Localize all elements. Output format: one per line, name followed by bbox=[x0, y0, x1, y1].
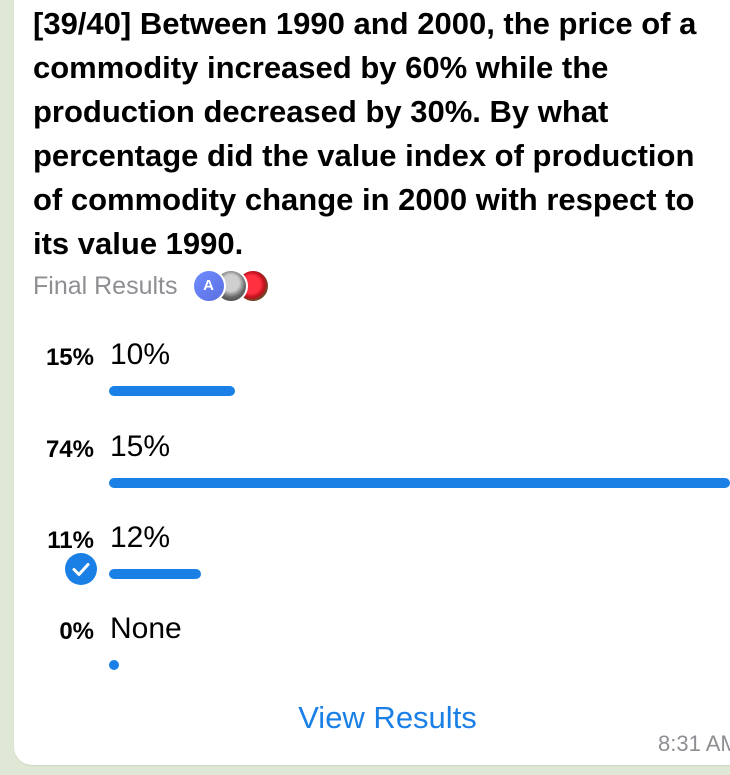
option-label: 12% bbox=[110, 521, 171, 554]
option-percent: 15% bbox=[45, 344, 94, 371]
poll-status-label: Final Results bbox=[33, 271, 178, 300]
option-result-bar bbox=[109, 478, 730, 488]
voter-avatar: A bbox=[191, 269, 226, 303]
option-result-bar bbox=[109, 386, 235, 396]
option-label: 15% bbox=[110, 430, 171, 463]
view-results-button[interactable]: View Results bbox=[0, 700, 730, 736]
option-result-bar bbox=[109, 660, 119, 670]
option-result-bar bbox=[109, 569, 201, 579]
option-label: None bbox=[110, 612, 182, 645]
option-percent: 0% bbox=[59, 618, 94, 645]
voter-avatars[interactable]: A bbox=[191, 269, 288, 303]
message-timestamp: 8:31 AM bbox=[658, 731, 730, 756]
poll-option-3: 11% 12% bbox=[0, 521, 730, 601]
poll-option-4: 0% None bbox=[0, 612, 730, 692]
checkmark-circle-icon bbox=[65, 553, 97, 585]
poll-status-row: Final Results A bbox=[33, 268, 288, 304]
option-label: 10% bbox=[110, 338, 171, 371]
option-percent: 11% bbox=[47, 527, 94, 554]
option-percent: 74% bbox=[45, 436, 94, 463]
poll-question: [39/40] Between 1990 and 2000, the price… bbox=[33, 6, 697, 261]
poll-option-1: 15% 10% bbox=[0, 338, 730, 418]
poll-message-bubble bbox=[14, 0, 730, 765]
poll-option-2: 74% 15% bbox=[0, 430, 730, 510]
